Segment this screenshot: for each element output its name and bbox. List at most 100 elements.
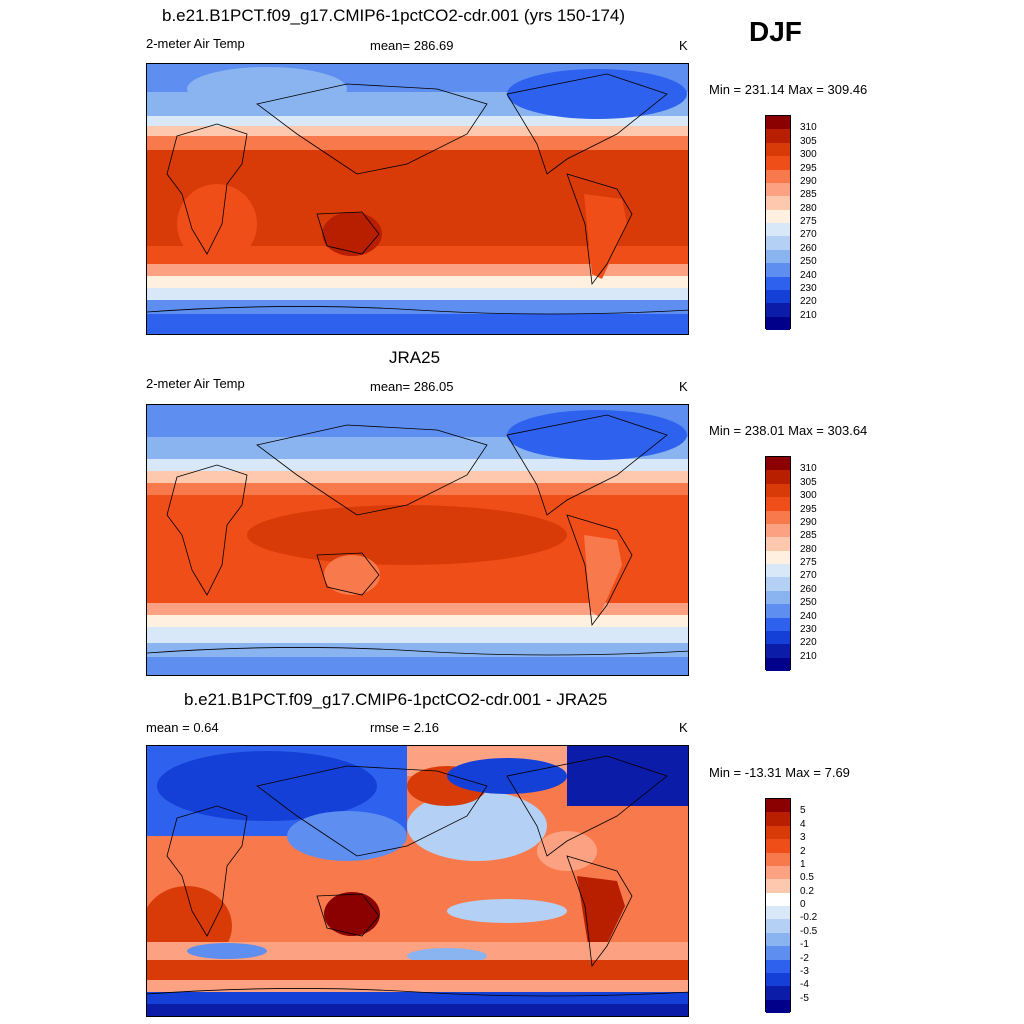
colorbar-tick-label: 280 <box>800 202 817 214</box>
colorbar-tick-label: -0.2 <box>800 912 818 924</box>
colorbar-swatch <box>766 223 790 237</box>
colorbar-swatch <box>766 263 790 277</box>
colorbar-swatch <box>766 523 790 538</box>
colorbar-swatch <box>766 116 790 130</box>
colorbar-tick-label: -0.5 <box>800 925 818 937</box>
panel2-units-label: K <box>679 379 688 394</box>
colorbar-swatch <box>766 142 790 157</box>
colorbar-tick-label: 220 <box>800 637 817 649</box>
colorbar-tick-label: 210 <box>800 309 817 321</box>
season-label: DJF <box>749 16 802 47</box>
colorbar-swatch <box>766 196 790 210</box>
panel3-mean-label: mean = 0.64 <box>146 720 219 735</box>
panel3-title: b.e21.B1PCT.f09_g17.CMIP6-1pctCO2-cdr.00… <box>184 690 608 709</box>
panel2-variable-label: 2-meter Air Temp <box>146 376 245 391</box>
colorbar-tick-label: 230 <box>800 282 817 294</box>
colorbar-tick-label: 210 <box>800 650 817 662</box>
colorbar-tick-label: 250 <box>800 597 817 609</box>
colorbar-swatch <box>766 182 790 197</box>
colorbar-tick-label: 260 <box>800 583 817 595</box>
colorbar-swatch <box>766 644 790 658</box>
colorbar-tick-label: 305 <box>800 476 817 488</box>
colorbar-tick-label: 0 <box>800 899 806 910</box>
panel2-colorbar <box>765 456 791 671</box>
panel1-units-label: K <box>679 38 688 53</box>
colorbar-tick-label: 310 <box>800 463 817 475</box>
colorbar-swatch <box>766 852 790 866</box>
colorbar-tick-label: 270 <box>800 229 817 241</box>
colorbar-swatch <box>766 906 790 920</box>
colorbar-swatch <box>766 932 790 947</box>
colorbar-swatch <box>766 799 790 813</box>
colorbar-swatch <box>766 129 790 143</box>
colorbar-swatch <box>766 497 790 511</box>
panel2-minmax-label: Min = 238.01 Max = 303.64 <box>709 423 868 438</box>
colorbar-swatch <box>766 590 790 605</box>
panel2-mean-label: mean= 286.05 <box>370 379 454 394</box>
colorbar-swatch <box>766 959 790 973</box>
panel3-minmax-label: Min = -13.31 Max = 7.69 <box>709 765 850 780</box>
colorbar-tick-label: 220 <box>800 296 817 308</box>
colorbar-swatch <box>766 946 790 960</box>
colorbar-tick-label: -4 <box>800 979 809 991</box>
colorbar-swatch <box>766 470 790 484</box>
colorbar-swatch <box>766 986 790 1000</box>
colorbar-swatch <box>766 537 790 551</box>
colorbar-swatch <box>766 972 790 987</box>
colorbar-swatch <box>766 457 790 471</box>
colorbar-tick-label: 240 <box>800 610 817 622</box>
colorbar-swatch <box>766 892 790 906</box>
colorbar-tick-label: 260 <box>800 242 817 254</box>
colorbar-swatch <box>766 919 790 933</box>
colorbar-tick-label: 310 <box>800 122 817 134</box>
colorbar-swatch <box>766 303 790 317</box>
colorbar-swatch <box>766 276 790 290</box>
colorbar-swatch <box>766 169 790 183</box>
colorbar-swatch <box>766 564 790 578</box>
colorbar-tick-label: 290 <box>800 175 817 187</box>
colorbar-tick-label: 2 <box>800 845 806 857</box>
panel1-minmax-label: Min = 231.14 Max = 309.46 <box>709 82 868 97</box>
colorbar-swatch <box>766 657 790 671</box>
colorbar-tick-label: 270 <box>800 570 817 582</box>
colorbar-tick-label: 295 <box>800 162 817 174</box>
colorbar-tick-label: 300 <box>800 490 817 502</box>
colorbar-tick-label: 275 <box>800 216 817 227</box>
panel1-variable-label: 2-meter Air Temp <box>146 36 245 51</box>
colorbar-swatch <box>766 550 790 564</box>
panel1-title: b.e21.B1PCT.f09_g17.CMIP6-1pctCO2-cdr.00… <box>162 6 626 25</box>
colorbar-tick-label: 240 <box>800 269 817 281</box>
colorbar-swatch <box>766 865 790 880</box>
panel1-map <box>146 63 689 335</box>
colorbar-tick-label: 300 <box>800 149 817 161</box>
colorbar-swatch <box>766 812 790 826</box>
colorbar-swatch <box>766 156 790 170</box>
colorbar-tick-label: -5 <box>800 992 809 1004</box>
colorbar-swatch <box>766 510 790 524</box>
colorbar-swatch <box>766 879 790 893</box>
panel3-rmse-label: rmse = 2.16 <box>370 720 440 735</box>
panel3-colorbar <box>765 798 791 1013</box>
colorbar-swatch <box>766 316 790 330</box>
colorbar-tick-label: 305 <box>800 135 817 147</box>
colorbar-tick-label: -1 <box>800 939 809 951</box>
colorbar-swatch <box>766 577 790 591</box>
colorbar-tick-label: 285 <box>800 189 817 201</box>
panel2-map <box>146 404 689 676</box>
colorbar-swatch <box>766 483 790 498</box>
colorbar-swatch <box>766 630 790 645</box>
colorbar-tick-label: 0.5 <box>800 872 814 884</box>
colorbar-swatch <box>766 289 790 304</box>
panel3-map <box>146 745 689 1017</box>
panel1-colorbar <box>765 115 791 330</box>
panel2-title: JRA25 <box>389 348 441 367</box>
colorbar-tick-label: 275 <box>800 557 817 568</box>
colorbar-swatch <box>766 839 790 853</box>
colorbar-swatch <box>766 604 790 618</box>
colorbar-tick-label: 230 <box>800 623 817 635</box>
colorbar-tick-label: 295 <box>800 503 817 515</box>
colorbar-tick-label: 3 <box>800 832 806 844</box>
colorbar-tick-label: 285 <box>800 530 817 542</box>
colorbar-swatch <box>766 209 790 223</box>
colorbar-tick-label: 290 <box>800 516 817 528</box>
